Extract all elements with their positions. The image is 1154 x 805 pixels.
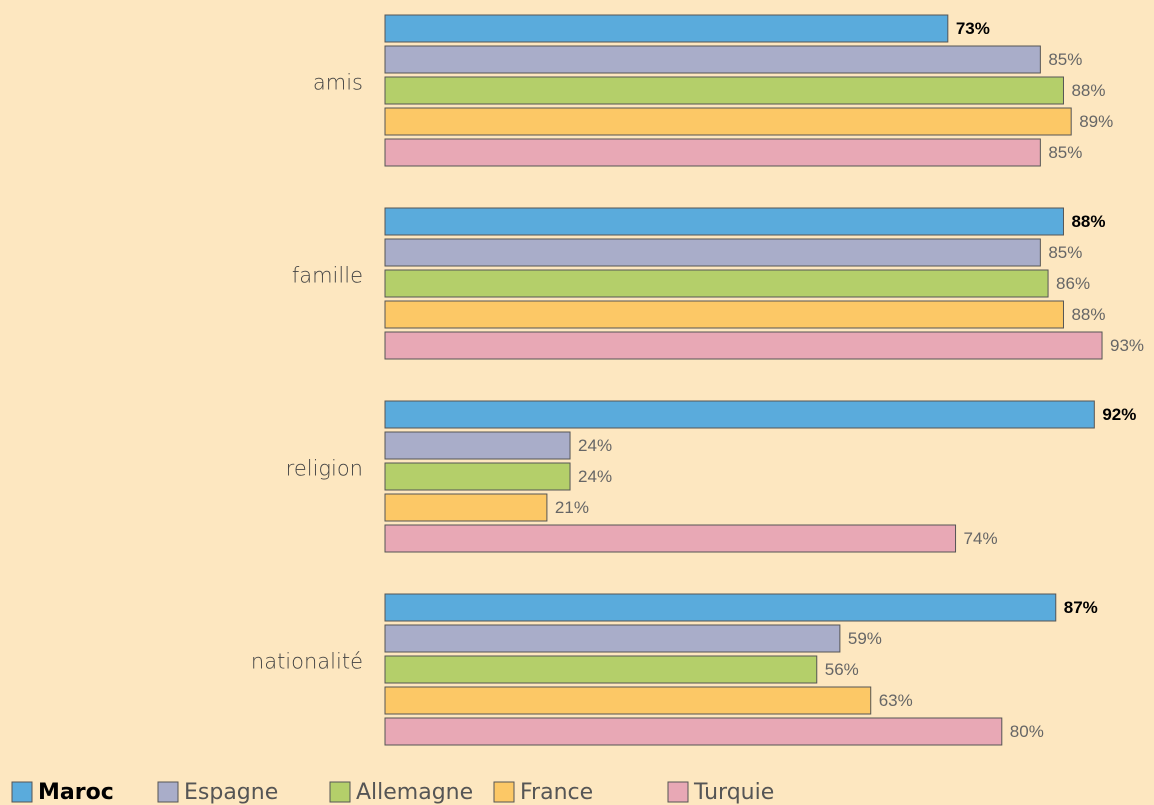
- value-label: 86%: [1056, 274, 1090, 293]
- value-label: 85%: [1048, 143, 1082, 162]
- value-label: 85%: [1048, 50, 1082, 69]
- legend-swatch: [329, 781, 351, 803]
- category-label: religion: [286, 457, 363, 481]
- bar: [384, 431, 571, 460]
- bar: [384, 717, 1003, 746]
- legend-swatch: [493, 781, 515, 803]
- bar: [384, 524, 957, 553]
- value-label: 24%: [578, 436, 612, 455]
- bar: [384, 462, 571, 491]
- bar: [384, 593, 1057, 622]
- value-label: 85%: [1048, 243, 1082, 262]
- value-label: 88%: [1071, 81, 1105, 100]
- value-label: 89%: [1079, 112, 1113, 131]
- bar: [384, 655, 818, 684]
- value-label: 88%: [1071, 305, 1105, 324]
- category-label: nationalité: [251, 650, 363, 674]
- value-label: 80%: [1010, 722, 1044, 741]
- legend-swatch: [157, 781, 179, 803]
- bar: [384, 269, 1049, 298]
- bar: [384, 331, 1103, 360]
- legend-label: Turquie: [693, 780, 774, 805]
- bar: [384, 45, 1041, 74]
- bar: [384, 107, 1072, 136]
- value-label: 21%: [555, 498, 589, 517]
- legend-swatch: [667, 781, 689, 803]
- bar: [384, 686, 872, 715]
- bar: [384, 400, 1095, 429]
- legend-swatch: [11, 781, 33, 803]
- bar: [384, 300, 1064, 329]
- value-label: 88%: [1071, 212, 1105, 231]
- category-label: amis: [313, 71, 363, 95]
- legend-label: Espagne: [184, 780, 278, 805]
- value-label: 24%: [578, 467, 612, 486]
- bar: [384, 76, 1064, 105]
- category-label: famille: [292, 264, 363, 288]
- legend-label: Allemagne: [356, 780, 473, 805]
- value-label: 92%: [1102, 405, 1136, 424]
- legend-label: Maroc: [38, 780, 114, 805]
- value-label: 59%: [848, 629, 882, 648]
- bar: [384, 238, 1041, 267]
- value-label: 73%: [956, 19, 990, 38]
- value-label: 74%: [964, 529, 998, 548]
- value-label: 87%: [1064, 598, 1098, 617]
- legend-label: France: [520, 780, 593, 805]
- bar: [384, 207, 1064, 236]
- value-label: 93%: [1110, 336, 1144, 355]
- value-label: 56%: [825, 660, 859, 679]
- value-label: 63%: [879, 691, 913, 710]
- bar: [384, 138, 1041, 167]
- bar: [384, 14, 949, 43]
- bar: [384, 493, 548, 522]
- bar: [384, 624, 841, 653]
